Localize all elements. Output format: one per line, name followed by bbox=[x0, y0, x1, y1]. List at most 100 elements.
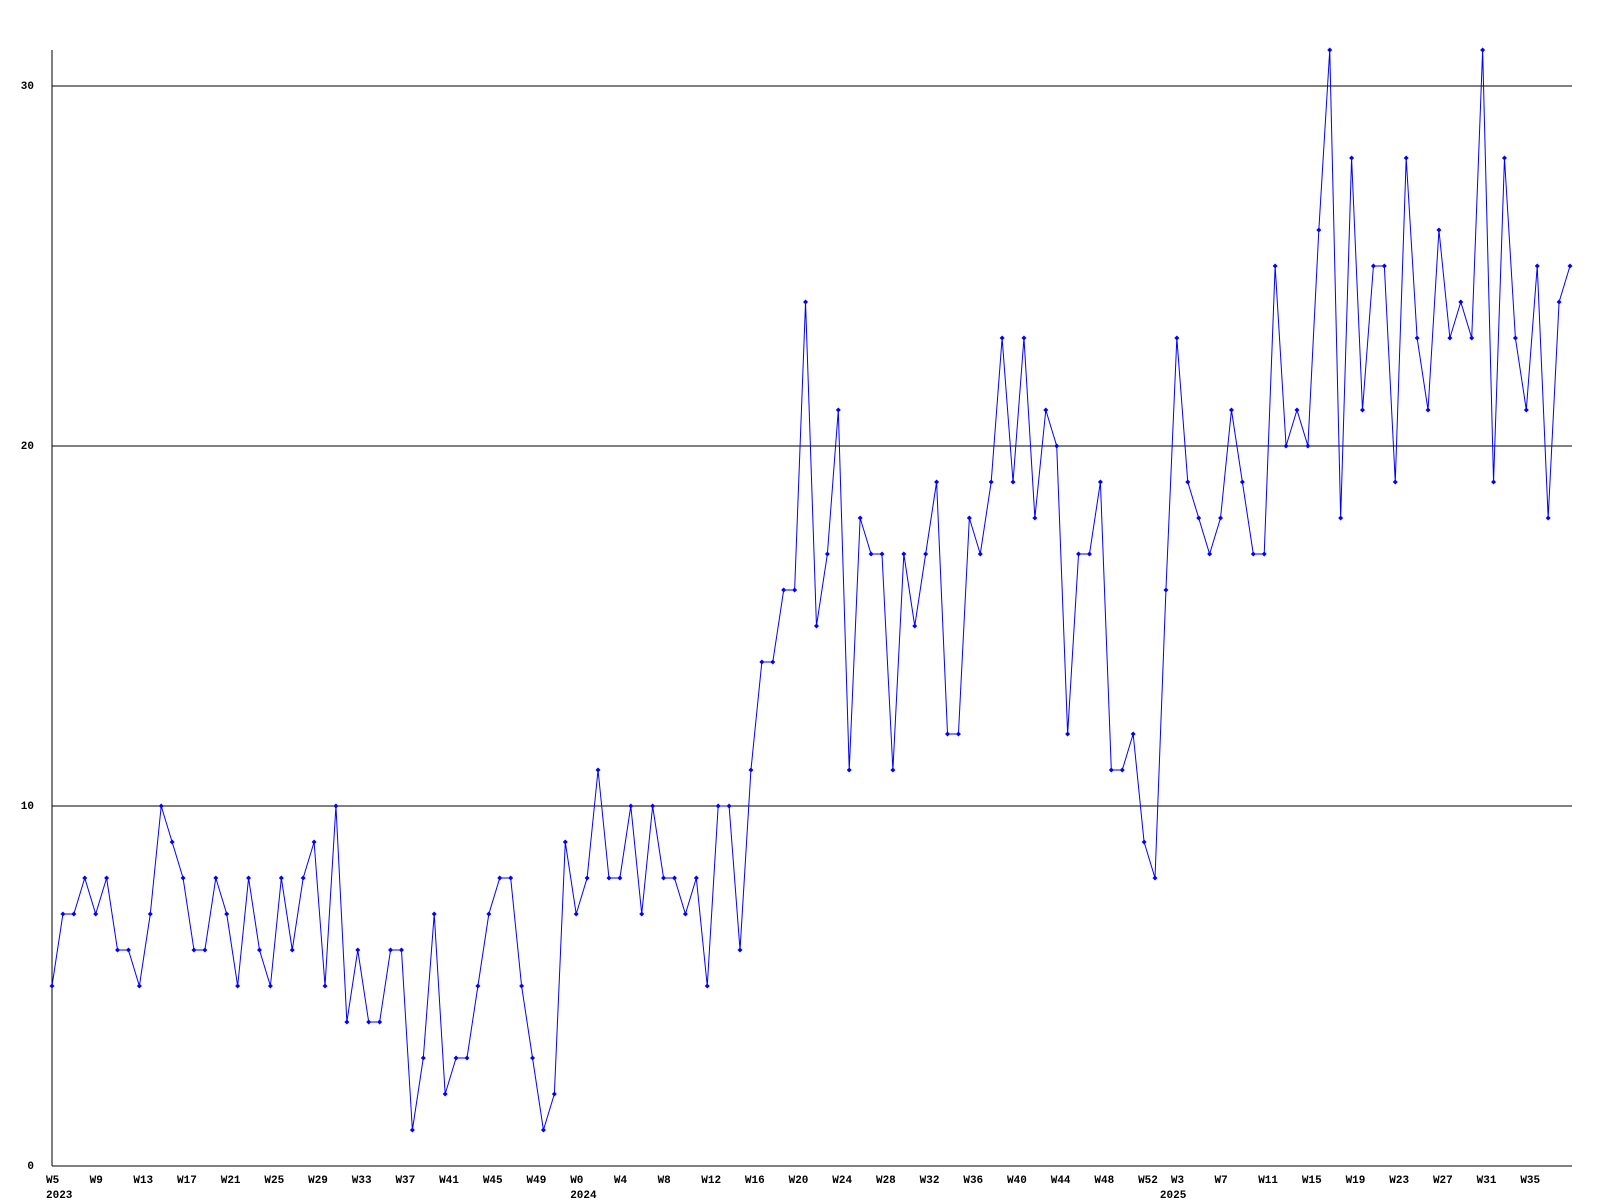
data-point bbox=[901, 551, 907, 557]
y-tick-label: 0 bbox=[27, 1161, 34, 1173]
data-point bbox=[715, 803, 721, 809]
data-point bbox=[464, 1055, 470, 1061]
data-point bbox=[1338, 515, 1344, 521]
data-point bbox=[1392, 479, 1398, 485]
data-point bbox=[1250, 551, 1256, 557]
data-point bbox=[1501, 155, 1507, 161]
data-point bbox=[1119, 767, 1125, 773]
data-point bbox=[1130, 731, 1136, 737]
data-point bbox=[355, 947, 361, 953]
data-point bbox=[1425, 407, 1431, 413]
data-point bbox=[1414, 335, 1420, 341]
y-tick-label: 10 bbox=[21, 801, 34, 813]
data-point bbox=[737, 947, 743, 953]
data-point bbox=[977, 551, 983, 557]
x-tick-label: W49 bbox=[527, 1175, 547, 1187]
data-point bbox=[377, 1019, 383, 1025]
data-point bbox=[682, 911, 688, 917]
data-point bbox=[1010, 479, 1016, 485]
data-point bbox=[169, 839, 175, 845]
data-point bbox=[202, 947, 208, 953]
data-point bbox=[246, 875, 252, 881]
data-point bbox=[573, 911, 579, 917]
data-point bbox=[1316, 227, 1322, 233]
x-tick-label: W17 bbox=[177, 1175, 197, 1187]
data-point bbox=[71, 911, 77, 917]
data-point bbox=[1403, 155, 1409, 161]
data-point bbox=[409, 1127, 415, 1133]
data-point bbox=[748, 767, 754, 773]
data-point bbox=[1294, 407, 1300, 413]
data-point bbox=[1196, 515, 1202, 521]
data-point bbox=[508, 875, 514, 881]
data-point bbox=[540, 1127, 546, 1133]
data-point bbox=[1327, 47, 1333, 53]
data-point bbox=[180, 875, 186, 881]
data-point bbox=[1272, 263, 1278, 269]
data-point bbox=[650, 803, 656, 809]
x-tick-label: W20 bbox=[789, 1175, 809, 1187]
x-tick-label: W13 bbox=[133, 1175, 153, 1187]
data-point bbox=[671, 875, 677, 881]
data-point bbox=[704, 983, 710, 989]
data-point bbox=[1436, 227, 1442, 233]
x-tick-label: W35 bbox=[1520, 1175, 1540, 1187]
x-tick-label: W3 bbox=[1171, 1175, 1185, 1187]
data-point bbox=[781, 587, 787, 593]
data-point bbox=[475, 983, 481, 989]
data-point bbox=[1567, 263, 1573, 269]
data-point bbox=[1261, 551, 1267, 557]
data-point bbox=[628, 803, 634, 809]
data-point bbox=[846, 767, 852, 773]
x-year-label: 2023 bbox=[46, 1190, 73, 1200]
data-point bbox=[1076, 551, 1082, 557]
data-point bbox=[1097, 479, 1103, 485]
data-point bbox=[1163, 587, 1169, 593]
data-point bbox=[1480, 47, 1486, 53]
data-point bbox=[617, 875, 623, 881]
data-point bbox=[486, 911, 492, 917]
x-tick-label: W0 bbox=[570, 1175, 583, 1187]
data-point bbox=[1185, 479, 1191, 485]
data-point bbox=[1349, 155, 1355, 161]
data-point bbox=[934, 479, 940, 485]
x-tick-label: W52 bbox=[1138, 1175, 1158, 1187]
data-point bbox=[1360, 407, 1366, 413]
x-tick-label: W32 bbox=[920, 1175, 940, 1187]
data-point bbox=[1381, 263, 1387, 269]
data-point bbox=[366, 1019, 372, 1025]
data-point bbox=[158, 803, 164, 809]
data-point bbox=[1218, 515, 1224, 521]
data-point bbox=[1469, 335, 1475, 341]
data-point bbox=[453, 1055, 459, 1061]
data-point bbox=[726, 803, 732, 809]
data-point bbox=[1458, 299, 1464, 305]
data-point bbox=[1556, 299, 1562, 305]
data-point bbox=[1054, 443, 1060, 449]
data-point bbox=[136, 983, 142, 989]
data-line bbox=[51, 49, 1571, 1131]
x-tick-label: W40 bbox=[1007, 1175, 1027, 1187]
data-point bbox=[639, 911, 645, 917]
x-tick-label: W15 bbox=[1302, 1175, 1322, 1187]
data-point bbox=[824, 551, 830, 557]
data-point bbox=[1491, 479, 1497, 485]
data-point bbox=[420, 1055, 426, 1061]
data-point bbox=[835, 407, 841, 413]
data-point bbox=[1021, 335, 1027, 341]
data-point bbox=[966, 515, 972, 521]
x-tick-label: W45 bbox=[483, 1175, 503, 1187]
x-tick-label: W25 bbox=[264, 1175, 284, 1187]
x-tick-label: W7 bbox=[1215, 1175, 1228, 1187]
data-point bbox=[344, 1019, 350, 1025]
data-point bbox=[93, 911, 99, 917]
data-point bbox=[519, 983, 525, 989]
data-point bbox=[1032, 515, 1038, 521]
data-point bbox=[1447, 335, 1453, 341]
data-point bbox=[147, 911, 153, 917]
data-point bbox=[792, 587, 798, 593]
x-tick-label: W41 bbox=[439, 1175, 459, 1187]
data-point bbox=[803, 299, 809, 305]
data-point bbox=[1174, 335, 1180, 341]
